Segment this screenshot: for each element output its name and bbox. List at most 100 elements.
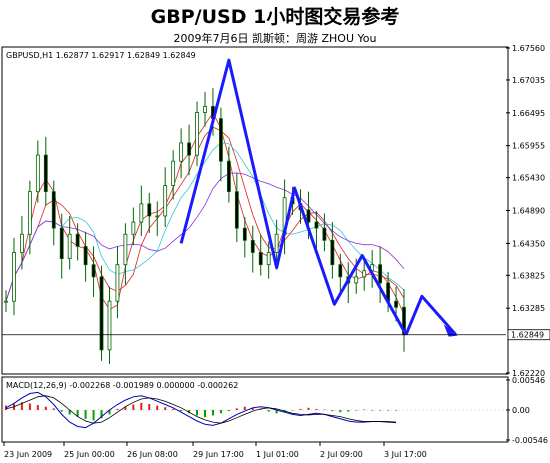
candle-body <box>99 276 104 351</box>
current-price-box <box>507 329 550 341</box>
annotation-arrowhead <box>443 324 458 337</box>
candle-body <box>394 300 398 308</box>
candle-body <box>155 215 160 218</box>
candle-body <box>4 300 8 303</box>
price-tick-label: 1.64890 <box>512 207 545 216</box>
price-panel-frame <box>1 46 509 375</box>
macd-bar <box>76 410 79 417</box>
macd-bar <box>315 408 318 410</box>
price-tick-label: 1.67035 <box>512 76 545 85</box>
macd-bar <box>84 410 87 419</box>
macd-bar <box>180 410 183 412</box>
macd-line <box>5 391 397 429</box>
macd-bar <box>68 410 71 415</box>
candle-body <box>12 252 16 302</box>
macd-bar <box>275 410 278 414</box>
current-price-label: 1.62849 <box>511 331 544 340</box>
price-tick-label: 1.63825 <box>512 271 545 280</box>
macd-tick-label: -0.00546 <box>512 436 548 445</box>
candle-body <box>203 106 207 113</box>
candle-body <box>378 264 383 284</box>
candle-body <box>123 233 128 266</box>
candle-body <box>75 233 80 247</box>
candle-body <box>83 246 88 266</box>
macd-bar <box>235 408 238 410</box>
candle-body <box>43 154 48 193</box>
macd-bar <box>363 409 366 411</box>
candle-body <box>179 142 184 162</box>
macd-bar <box>227 410 230 412</box>
candle-body <box>91 264 96 278</box>
macd-bar <box>371 410 374 411</box>
macd-tick-label: 0.00546 <box>512 376 545 385</box>
candle-body <box>250 239 255 253</box>
macd-bar <box>251 407 254 410</box>
candle-body <box>338 264 343 278</box>
macd-bar <box>108 410 111 415</box>
macd-bar <box>307 407 310 410</box>
ma-slow-line <box>5 172 405 302</box>
candle-body <box>115 264 120 302</box>
candle-body <box>306 209 311 223</box>
annotation-forecast-arrow <box>404 294 457 336</box>
macd-bar <box>339 410 342 413</box>
candle-body <box>354 276 359 284</box>
price-tick-label: 1.67560 <box>512 44 545 53</box>
macd-bar <box>267 410 270 412</box>
macd-bar <box>132 404 135 410</box>
macd-bar <box>60 410 63 412</box>
candle-body <box>242 227 247 241</box>
price-tick-label: 1.65955 <box>512 142 545 151</box>
macd-y-axis: 0.00546 0.00 -0.00546 <box>506 376 548 445</box>
candle-body <box>314 221 319 229</box>
candle-body <box>330 239 335 266</box>
macd-bar <box>219 410 222 414</box>
macd-bar <box>28 403 31 410</box>
macd-bar <box>20 402 23 410</box>
candle-body <box>274 233 279 253</box>
macd-bar <box>36 405 39 410</box>
candle-body <box>67 233 72 259</box>
macd-bar <box>116 408 119 410</box>
annotation-path <box>179 58 458 337</box>
macd-bar <box>387 410 390 411</box>
macd-bar <box>44 406 47 410</box>
macd-bar <box>259 409 262 411</box>
macd-bar <box>92 410 95 421</box>
macd-bar <box>140 402 143 410</box>
candle-body <box>362 270 367 278</box>
x-tick-label: 3 Jul 17:00 <box>384 450 427 459</box>
candle-body <box>226 160 231 193</box>
chart-title: GBP/USD 1小时图交易参考 <box>150 6 400 28</box>
price-tick-label: 1.63285 <box>512 304 545 313</box>
macd-bar <box>188 410 191 414</box>
macd-bar <box>355 410 358 411</box>
x-axis: 23 Jun 2009 25 Jun 00:00 26 Jun 08:00 29 Ju… <box>3 442 427 459</box>
price-tick-label: 1.62220 <box>512 369 545 378</box>
chart-subtitle: 2009年7月6日 凯斯顿：周游 ZHOU You <box>173 32 377 45</box>
candle-body <box>51 191 56 229</box>
candle-body <box>147 203 152 217</box>
macd-bar <box>100 410 103 419</box>
macd-bar <box>299 408 302 410</box>
ma-mid-red-line <box>5 126 405 302</box>
candle-body <box>195 112 199 156</box>
candle-body <box>59 227 64 259</box>
candle-body <box>322 227 327 241</box>
macd-bar <box>164 407 167 410</box>
candle-body <box>234 191 239 229</box>
macd-histogram <box>2 402 506 421</box>
macd-bar <box>204 410 206 418</box>
candle-body <box>27 191 32 235</box>
annotation-zigzag <box>179 58 408 336</box>
candle-body <box>219 118 223 162</box>
price-y-axis: 1.67560 1.67035 1.66495 1.65955 1.65430 1.648… <box>506 44 545 378</box>
x-tick-label: 2 Jul 09:00 <box>320 450 363 459</box>
price-tick-label: 1.66495 <box>512 109 545 118</box>
candle-body <box>131 221 136 235</box>
x-tick-label: 26 Jun 08:00 <box>127 450 178 459</box>
x-tick-label: 25 Jun 00:00 <box>64 450 115 459</box>
macd-bar <box>148 403 151 410</box>
